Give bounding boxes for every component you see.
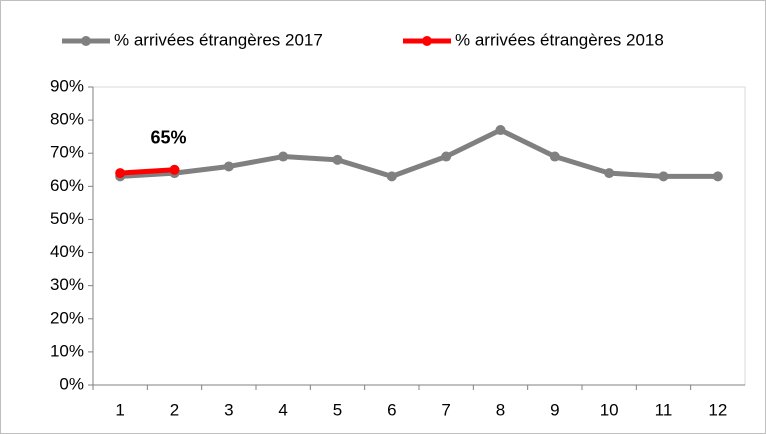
x-tick-label: 6 xyxy=(387,400,396,419)
point xyxy=(441,151,452,162)
y-tick-label: 80% xyxy=(50,110,84,129)
x-tick-label: 5 xyxy=(333,400,342,419)
y-tick-label: 20% xyxy=(50,308,84,327)
y-tick-label: 90% xyxy=(50,76,84,95)
x-tick-label: 11 xyxy=(655,400,673,419)
point xyxy=(712,171,723,182)
y-tick-label: 70% xyxy=(50,143,84,162)
point xyxy=(115,168,126,179)
y-tick-label: 50% xyxy=(50,209,84,228)
x-tick-label: 9 xyxy=(550,400,559,419)
series-line xyxy=(120,167,175,176)
x-tick-label: 4 xyxy=(278,400,287,419)
x-tick-label: 2 xyxy=(170,400,179,419)
legend-label: % arrivées étrangères 2017 xyxy=(114,30,323,49)
x-tick-label: 10 xyxy=(600,400,619,419)
point xyxy=(386,171,397,182)
x-tick-label: 8 xyxy=(496,400,505,419)
point xyxy=(495,125,506,136)
y-tick-label: 30% xyxy=(50,275,84,294)
x-tick-label: 1 xyxy=(115,400,124,419)
point xyxy=(332,154,343,165)
x-tick-label: 3 xyxy=(224,400,233,419)
y-tick-label: 60% xyxy=(50,176,84,195)
data-label: 65% xyxy=(150,128,186,148)
legend-marker xyxy=(422,36,432,46)
x-tick-label: 7 xyxy=(441,400,450,419)
y-tick-label: 10% xyxy=(50,341,84,360)
point xyxy=(278,151,289,162)
point xyxy=(549,151,560,162)
y-tick-label: 40% xyxy=(50,242,84,261)
point xyxy=(658,171,669,182)
y-tick-label: 0% xyxy=(59,374,84,393)
legend-label: % arrivées étrangères 2018 xyxy=(455,30,664,49)
x-tick-label: 12 xyxy=(708,400,727,419)
point xyxy=(169,164,180,175)
legend-marker xyxy=(81,36,91,46)
series-line xyxy=(120,127,718,179)
point xyxy=(604,168,615,179)
point xyxy=(223,161,234,172)
